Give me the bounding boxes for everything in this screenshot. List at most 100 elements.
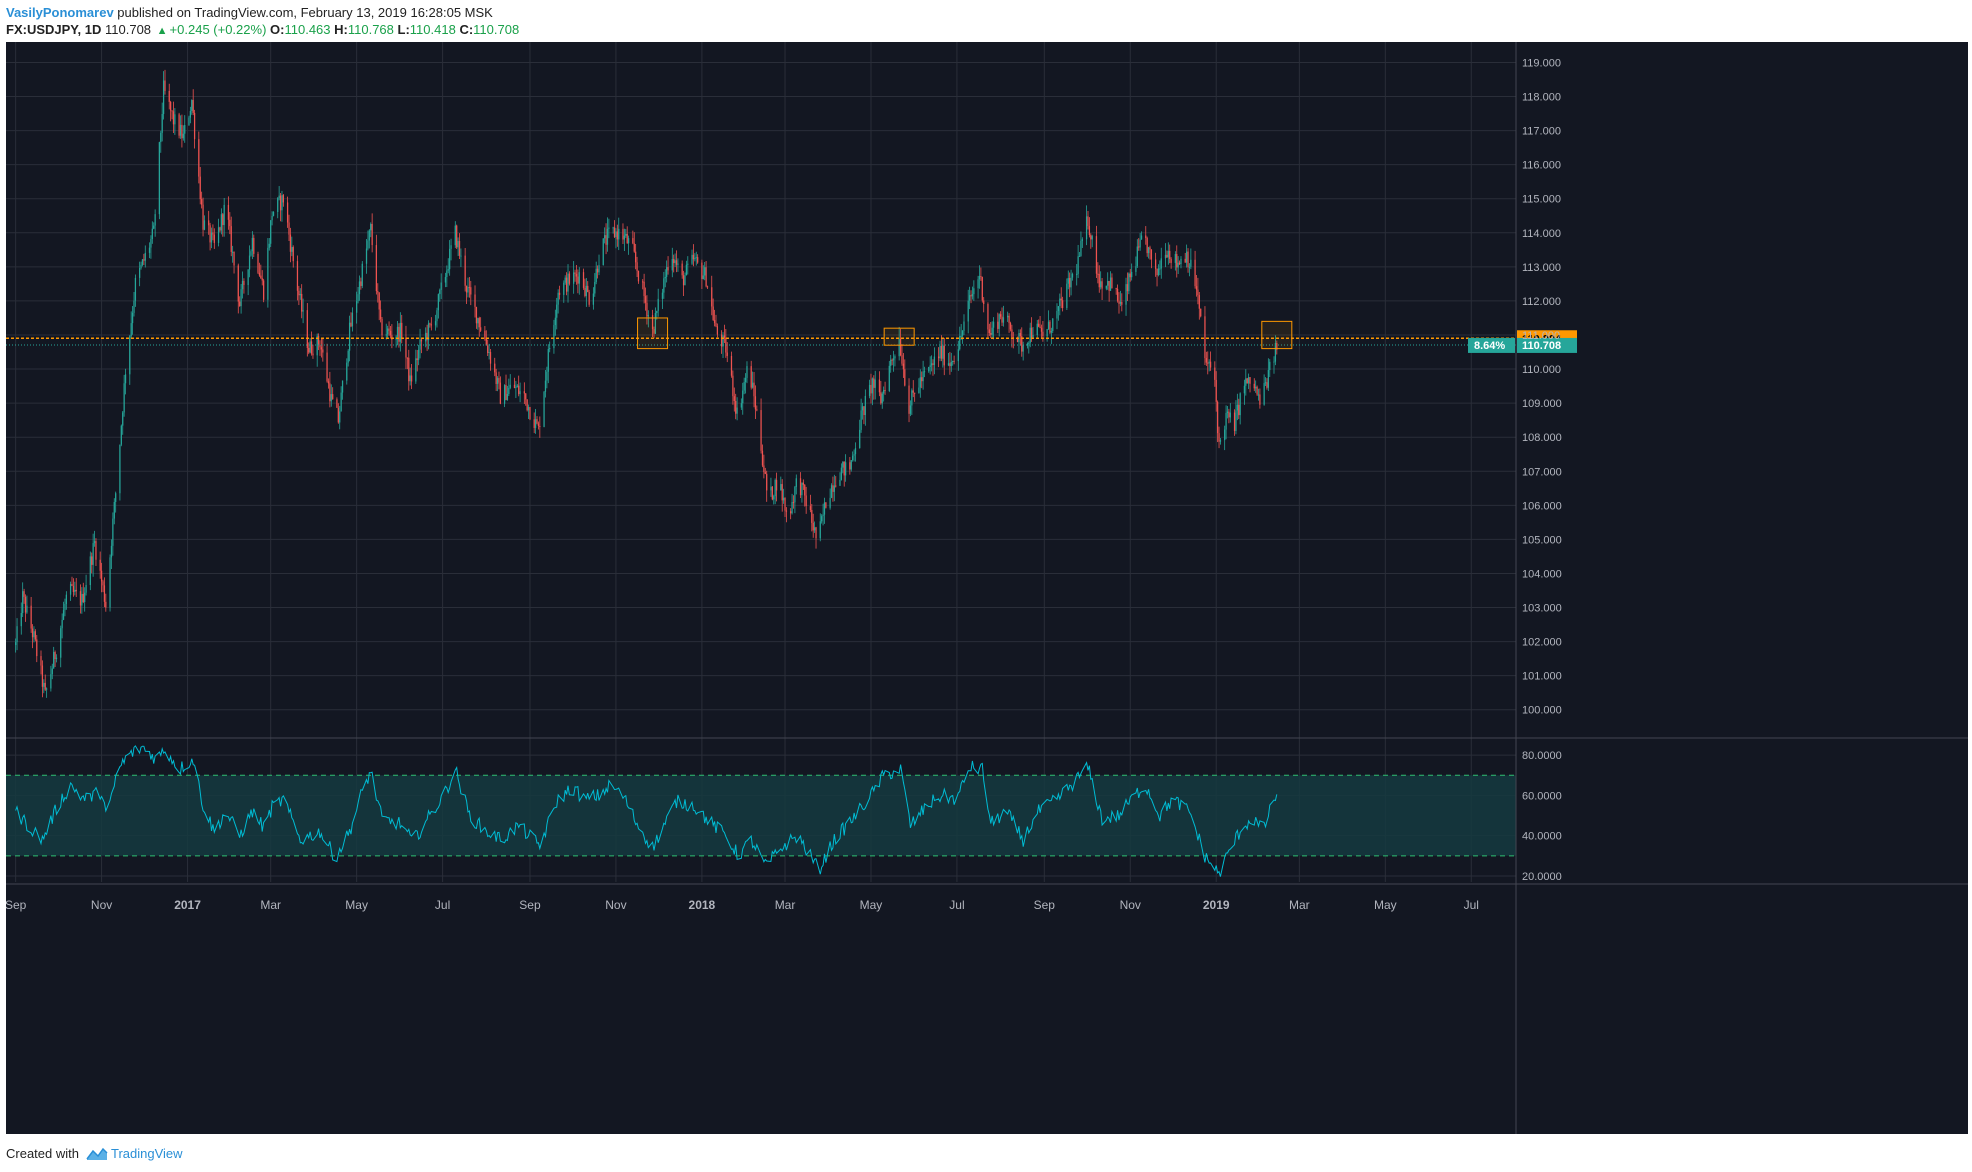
- candle-body: [1225, 412, 1227, 430]
- rsi-series: [15, 745, 1278, 877]
- candle-body: [81, 593, 83, 606]
- candle-body: [933, 356, 936, 365]
- candle-body: [973, 288, 975, 295]
- symbol-label[interactable]: FX:USDJPY, 1D: [6, 22, 102, 37]
- candle-body: [892, 358, 895, 361]
- candle-body: [1109, 277, 1112, 291]
- candle-body: [312, 353, 314, 356]
- candle-body: [1019, 333, 1021, 337]
- candle-body: [439, 289, 441, 295]
- candle-body: [299, 293, 301, 296]
- candle-body: [829, 497, 831, 508]
- candle-body: [1215, 379, 1217, 402]
- candle-body: [711, 287, 713, 307]
- candle-body: [685, 264, 688, 276]
- candle-body: [1098, 273, 1100, 288]
- candle-body: [774, 479, 776, 497]
- candle-body: [573, 272, 575, 284]
- candle-body: [1116, 288, 1119, 301]
- rsi-tick-label: 60.0000: [1522, 790, 1562, 802]
- candle-body: [429, 323, 431, 325]
- candle-body: [1269, 361, 1271, 371]
- candle-body: [637, 270, 640, 282]
- author-link[interactable]: VasilyPonomarev: [6, 5, 114, 20]
- candle-body: [378, 292, 380, 310]
- candle-body: [1154, 259, 1157, 269]
- candle-body: [802, 482, 804, 485]
- candle-body: [835, 485, 837, 487]
- candle-body: [1076, 273, 1078, 275]
- candle-body: [1007, 315, 1009, 318]
- candle-body: [635, 251, 637, 263]
- candle-body: [1160, 258, 1162, 269]
- candle-body: [1095, 236, 1098, 274]
- candle-body: [336, 399, 338, 408]
- axes: Sep Nov 2017 Mar May Jul Sep Nov 2018 Mar May Jul Se…: [5, 42, 1968, 1134]
- candle-body: [871, 378, 874, 394]
- candle-body: [1026, 343, 1029, 346]
- last-price: 110.708: [105, 22, 152, 37]
- candlestick-series: [15, 69, 1278, 698]
- candle-body: [705, 267, 707, 287]
- tradingview-brand[interactable]: TradingView: [111, 1146, 183, 1161]
- candle-body: [131, 312, 134, 324]
- candle-body: [391, 335, 393, 340]
- candle-body: [31, 628, 34, 638]
- candle-body: [968, 295, 971, 301]
- candle-body: [174, 114, 176, 125]
- candle-body: [671, 259, 673, 271]
- candle-body: [1022, 345, 1024, 352]
- candle-body: [457, 240, 459, 248]
- candle-body: [801, 482, 803, 496]
- candle-body: [795, 478, 797, 487]
- candle-body: [1238, 404, 1240, 416]
- candle-body: [271, 215, 273, 221]
- candle-body: [716, 326, 719, 335]
- candle-body: [1178, 262, 1181, 265]
- candle-body: [584, 287, 586, 296]
- candle-body: [726, 352, 728, 356]
- candle-body: [110, 545, 113, 558]
- candle-body: [594, 282, 596, 294]
- candle-body: [239, 301, 241, 307]
- candle-body: [732, 375, 734, 397]
- candle-body: [961, 330, 964, 336]
- tradingview-logo-icon: [86, 1147, 108, 1164]
- candle-body: [1235, 410, 1237, 432]
- candle-body: [509, 384, 511, 388]
- candle-body: [908, 385, 910, 414]
- candle-body: [626, 233, 628, 244]
- candle-body: [326, 352, 328, 382]
- candle-body: [681, 263, 683, 276]
- candle-body: [549, 348, 551, 350]
- candle-body: [1105, 285, 1107, 289]
- candle-body: [859, 429, 861, 449]
- candle-body: [346, 362, 348, 381]
- candle-body: [633, 243, 635, 252]
- candle-body: [389, 330, 392, 336]
- candle-body: [296, 261, 299, 291]
- candle-body: [1253, 383, 1255, 389]
- candle-body: [427, 323, 430, 341]
- candle-body: [1039, 326, 1041, 328]
- candle-body: [697, 257, 699, 263]
- candle-body: [65, 594, 67, 604]
- candle-body: [1263, 383, 1265, 405]
- candle-body: [632, 238, 634, 244]
- candle-body: [1060, 298, 1062, 301]
- ohlc-line: FX:USDJPY, 1D 110.708 ▲ +0.245 (+0.22%) O…: [6, 22, 519, 37]
- candle-body: [477, 318, 479, 324]
- candle-body: [379, 309, 382, 319]
- candle-body: [418, 349, 420, 361]
- x-tick-label: Jul: [1464, 898, 1479, 912]
- candle-body: [784, 497, 786, 511]
- candle-body: [85, 584, 87, 593]
- candle-body: [608, 227, 610, 229]
- y-tick-label: 107.000: [1522, 466, 1562, 478]
- candle-body: [201, 199, 203, 205]
- candle-body: [213, 234, 215, 243]
- candle-body: [102, 581, 104, 586]
